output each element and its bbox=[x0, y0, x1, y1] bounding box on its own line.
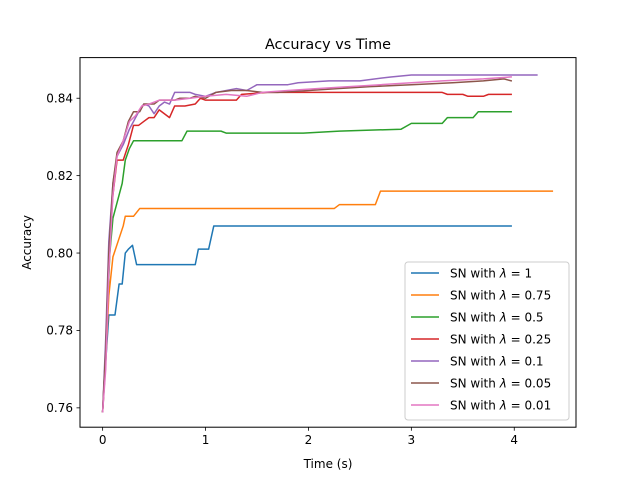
legend: SN with λ = 1 SN with λ = 0.75 SN with λ =… bbox=[404, 261, 570, 421]
x-tick-label: 1 bbox=[202, 433, 210, 447]
legend-label: SN with λ = 1 bbox=[450, 267, 532, 281]
y-axis-label: Accuracy bbox=[20, 215, 34, 270]
axis-ticks: 0 1 2 3 4 0.76 0.78 0.80 0.82 0.84 bbox=[46, 92, 518, 448]
x-tick-label: 3 bbox=[408, 433, 416, 447]
legend-label: SN with λ = 0.1 bbox=[450, 355, 544, 369]
chart-title: Accuracy vs Time bbox=[265, 37, 391, 53]
series-line-6 bbox=[101, 76, 512, 413]
series-line-1 bbox=[101, 190, 554, 413]
axes-frame bbox=[79, 57, 577, 428]
y-tick-label: 0.80 bbox=[46, 246, 73, 260]
x-tick-label: 4 bbox=[510, 433, 518, 447]
legend-label: SN with λ = 0.75 bbox=[450, 289, 551, 303]
legend-label: SN with λ = 0.01 bbox=[450, 399, 551, 413]
legend-label: SN with λ = 0.05 bbox=[450, 377, 551, 391]
y-tick-label: 0.78 bbox=[46, 324, 73, 338]
series-line-4 bbox=[101, 74, 538, 413]
legend-label: SN with λ = 0.25 bbox=[450, 333, 551, 347]
x-tick-label: 2 bbox=[305, 433, 313, 447]
series-line-0 bbox=[101, 225, 512, 413]
x-tick-label: 0 bbox=[99, 433, 107, 447]
x-axis-label: Time (s) bbox=[303, 457, 353, 471]
legend-box bbox=[404, 261, 570, 421]
y-tick-label: 0.84 bbox=[46, 92, 73, 106]
plot-area bbox=[101, 74, 554, 413]
series-line-3 bbox=[101, 91, 512, 413]
y-tick-label: 0.76 bbox=[46, 401, 73, 415]
series-line-2 bbox=[101, 111, 512, 413]
legend-label: SN with λ = 0.5 bbox=[450, 311, 544, 325]
y-tick-label: 0.82 bbox=[46, 169, 73, 183]
